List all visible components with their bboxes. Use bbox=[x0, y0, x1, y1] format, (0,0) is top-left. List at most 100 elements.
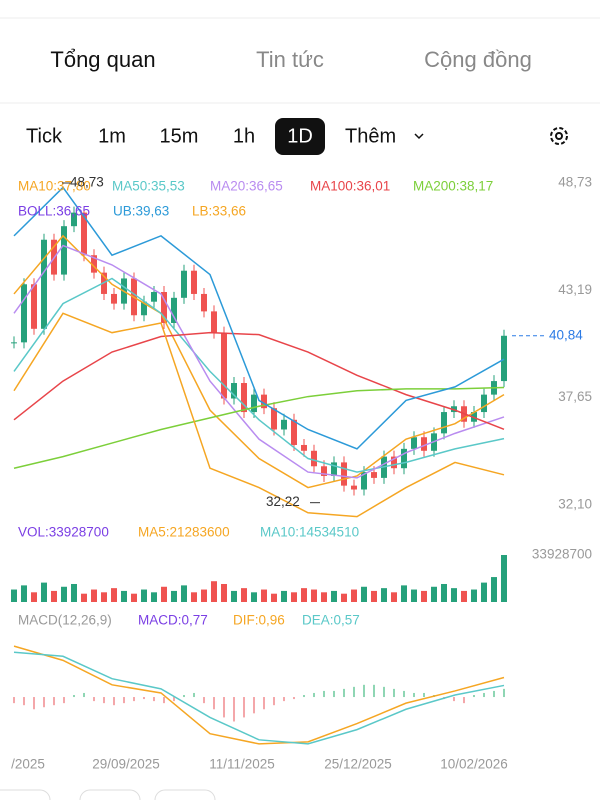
volume-bar bbox=[461, 590, 467, 602]
legend: UB:39,63 bbox=[113, 204, 169, 219]
macd-histogram bbox=[473, 695, 475, 698]
legend: MA200:38,17 bbox=[413, 179, 493, 194]
boll-line bbox=[13, 312, 505, 518]
candle bbox=[411, 437, 417, 449]
volume-bar bbox=[441, 583, 447, 602]
interval[interactable]: Tick bbox=[26, 125, 63, 147]
candle bbox=[11, 342, 17, 344]
macd-histogram bbox=[383, 686, 385, 698]
volume-bar bbox=[131, 593, 137, 602]
macd-histogram bbox=[163, 697, 165, 704]
volume-bar bbox=[221, 583, 227, 602]
candle bbox=[181, 270, 187, 298]
macd-histogram bbox=[423, 692, 425, 698]
ma-line bbox=[13, 277, 505, 473]
tab[interactable]: Tổng quan bbox=[50, 47, 155, 72]
macd-histogram bbox=[223, 697, 225, 718]
more-button[interactable]: Thêm bbox=[345, 125, 396, 147]
macd-histogram bbox=[43, 697, 45, 708]
tab[interactable]: Tin tức bbox=[256, 47, 324, 72]
candle bbox=[201, 293, 207, 312]
volume-bar bbox=[191, 592, 197, 602]
ma-line bbox=[13, 386, 505, 469]
volume-bar bbox=[471, 589, 477, 602]
macd-histogram bbox=[393, 688, 395, 698]
volume-bar bbox=[291, 592, 297, 602]
candle bbox=[271, 408, 277, 430]
candle bbox=[231, 383, 237, 399]
interval[interactable]: 1D bbox=[287, 125, 313, 147]
candle bbox=[361, 472, 367, 490]
volume-bar bbox=[141, 589, 147, 602]
date-label: /2025 bbox=[11, 757, 45, 772]
volume-bar bbox=[361, 586, 367, 602]
volume-bar bbox=[411, 589, 417, 602]
macd-histogram bbox=[143, 697, 145, 700]
macd-histogram bbox=[503, 688, 505, 698]
macd-title: MACD(12,26,9) bbox=[18, 613, 112, 628]
candle bbox=[111, 293, 117, 304]
volume-bar bbox=[271, 593, 277, 602]
legend: VOL:33928700 bbox=[18, 525, 109, 540]
macd-histogram bbox=[413, 692, 415, 698]
interval[interactable]: 1m bbox=[98, 125, 126, 147]
legend: MA10:37,80 bbox=[18, 179, 91, 194]
macd-histogram bbox=[23, 697, 25, 706]
macd-histogram bbox=[243, 697, 245, 718]
last-price-label: 40,84 bbox=[549, 327, 583, 342]
volume-bar bbox=[381, 588, 387, 602]
boll-line bbox=[13, 186, 505, 450]
volume-bar bbox=[71, 583, 77, 602]
candle bbox=[71, 212, 77, 227]
volume-bar bbox=[11, 589, 17, 602]
macd-histogram bbox=[33, 697, 35, 710]
candle bbox=[161, 292, 167, 323]
macd-histogram bbox=[353, 686, 355, 698]
macd-histogram bbox=[183, 695, 185, 698]
macd-histogram bbox=[93, 697, 95, 702]
macd-histogram bbox=[453, 697, 455, 702]
macd-histogram bbox=[253, 697, 255, 714]
macd-histogram bbox=[463, 697, 465, 704]
volume-bar bbox=[491, 577, 497, 602]
ma-line bbox=[13, 234, 505, 489]
volume-bar bbox=[81, 593, 87, 602]
ma-line bbox=[13, 244, 505, 479]
date-label: 29/09/2025 bbox=[92, 757, 160, 772]
price-axis-label: 48,73 bbox=[558, 175, 592, 190]
macd-histogram bbox=[173, 697, 175, 702]
volume-bar bbox=[111, 588, 117, 602]
candle bbox=[31, 284, 37, 329]
interval[interactable]: 1h bbox=[233, 125, 255, 147]
macd-histogram bbox=[313, 692, 315, 698]
candle bbox=[371, 472, 377, 478]
volume-bar bbox=[391, 592, 397, 602]
settings-icon[interactable] bbox=[550, 127, 568, 145]
price-axis-label: 43,19 bbox=[558, 282, 592, 297]
candle bbox=[41, 239, 47, 329]
candle bbox=[301, 444, 307, 451]
macd-histogram bbox=[13, 697, 15, 704]
legend: MACD:0,77 bbox=[138, 613, 208, 628]
volume-bar bbox=[231, 590, 237, 602]
macd-histogram bbox=[363, 684, 365, 698]
macd-histogram bbox=[403, 690, 405, 698]
macd-histogram bbox=[103, 697, 105, 704]
candle bbox=[81, 212, 87, 256]
candle bbox=[141, 301, 147, 316]
volume-bar bbox=[241, 588, 247, 602]
volume-bar bbox=[121, 590, 127, 602]
volume-bar bbox=[101, 592, 107, 602]
candle bbox=[391, 456, 397, 469]
price-axis-label: 32,10 bbox=[558, 497, 592, 512]
bottom-buttons bbox=[0, 789, 216, 800]
macd-histogram bbox=[53, 697, 55, 706]
chevron bbox=[414, 133, 424, 140]
candle bbox=[241, 383, 247, 413]
tab[interactable]: Cộng đồng bbox=[424, 47, 532, 72]
macd-histogram bbox=[153, 697, 155, 702]
candle bbox=[331, 462, 337, 476]
macd-histogram bbox=[323, 690, 325, 698]
interval[interactable]: 15m bbox=[160, 125, 199, 147]
